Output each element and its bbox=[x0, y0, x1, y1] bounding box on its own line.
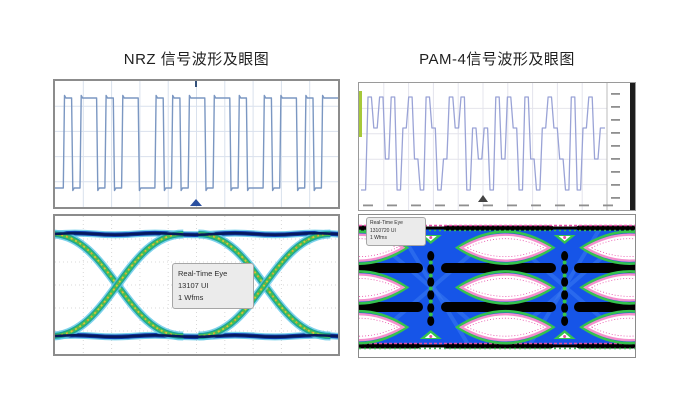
channel-marker bbox=[359, 91, 362, 137]
pam4-eye-panel: Real-Time Eye 1310720 UI 1 Wfms bbox=[358, 214, 636, 358]
nrz-eye-panel: Real-Time Eye 13107 UI 1 Wfms bbox=[53, 214, 340, 356]
annotation-line: 1 Wfms bbox=[178, 293, 204, 302]
nrz-waveform-plot bbox=[55, 81, 338, 207]
nrz-title: NRZ 信号波形及眼图 bbox=[123, 51, 270, 68]
pam4-title: PAM-4信号波形及眼图 bbox=[419, 51, 575, 68]
annotation-line: 13107 UI bbox=[178, 281, 209, 290]
nrz-waveform-panel bbox=[53, 79, 340, 209]
pam4-eye-annotation: Real-Time Eye 1310720 UI 1 Wfms bbox=[366, 217, 426, 246]
annotation-line: Real-Time Eye bbox=[370, 220, 403, 226]
nrz-eye-annotation: Real-Time Eye 13107 UI 1 Wfms bbox=[172, 263, 254, 309]
pam4-waveform-panel bbox=[358, 82, 636, 211]
pam4-waveform-plot bbox=[359, 83, 620, 210]
annotation-line: 1310720 UI bbox=[370, 227, 396, 234]
nrz-eye-plot bbox=[55, 216, 338, 354]
annotation-line: 1 Wfms bbox=[370, 235, 387, 241]
annotation-line: Real-Time Eye bbox=[178, 269, 228, 278]
scale-bar bbox=[630, 83, 635, 210]
